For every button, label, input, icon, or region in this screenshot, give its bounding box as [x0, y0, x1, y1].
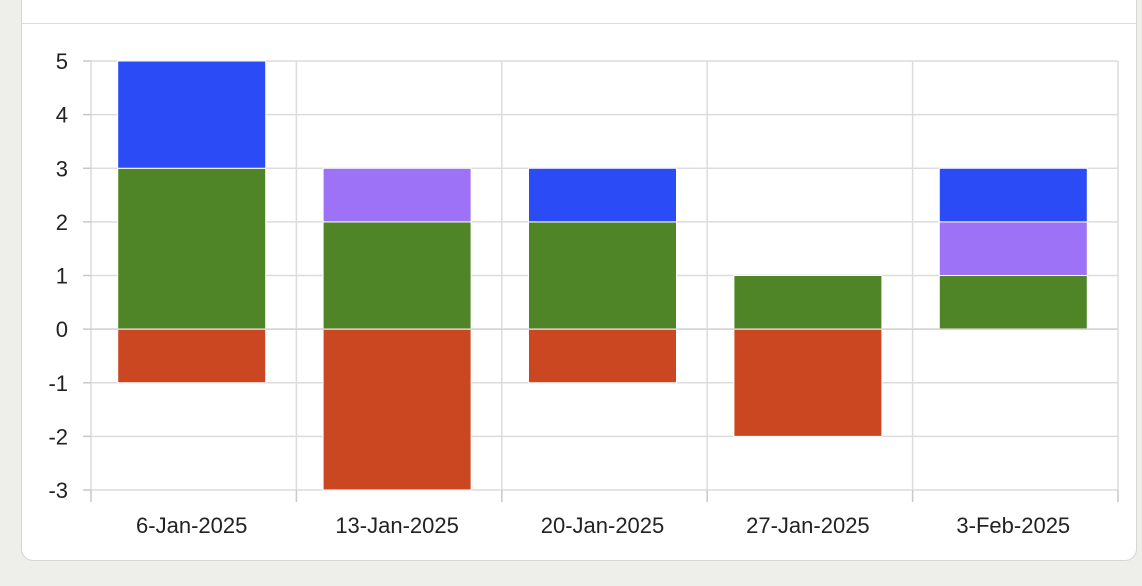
- x-tick-label: 27-Jan-2025: [746, 513, 870, 538]
- bar-segment[interactable]: [117, 60, 267, 169]
- bar-segment[interactable]: [322, 328, 472, 491]
- x-tick-label: 13-Jan-2025: [335, 513, 459, 538]
- bar-segment[interactable]: [322, 167, 472, 223]
- card-header-divider: [22, 23, 1136, 24]
- bar-segment[interactable]: [117, 328, 267, 384]
- x-tick-label: 3-Feb-2025: [956, 513, 1070, 538]
- y-tick-label: 4: [56, 103, 68, 128]
- x-tick-label: 20-Jan-2025: [541, 513, 665, 538]
- y-tick-label: 3: [56, 156, 68, 181]
- bar-segment[interactable]: [733, 328, 883, 437]
- bars: [117, 60, 1088, 491]
- y-tick-label: 0: [56, 317, 68, 342]
- y-tick-label: 5: [56, 49, 68, 74]
- tick-labels: 5 4 3 2 1 0 -1 -2 -3 6-Jan-2025 13-Jan-2025 20-Jan-…: [48, 49, 1070, 538]
- bar-segment[interactable]: [938, 275, 1088, 330]
- bar-segment[interactable]: [938, 167, 1088, 223]
- bar-segment[interactable]: [528, 167, 677, 223]
- bar-segment[interactable]: [528, 328, 677, 384]
- bar-segment[interactable]: [117, 167, 267, 330]
- y-tick-label: 2: [56, 210, 68, 235]
- bar-segment[interactable]: [322, 221, 472, 330]
- bar-segment[interactable]: [528, 221, 677, 330]
- y-tick-label: 1: [56, 264, 68, 289]
- y-tick-label: -2: [48, 424, 68, 449]
- x-tick-label: 6-Jan-2025: [136, 513, 247, 538]
- y-tick-label: -3: [48, 478, 68, 503]
- y-tick-label: -1: [48, 371, 68, 396]
- bar-segment[interactable]: [938, 221, 1088, 276]
- bar-segment[interactable]: [733, 275, 883, 330]
- axes: [83, 60, 1119, 502]
